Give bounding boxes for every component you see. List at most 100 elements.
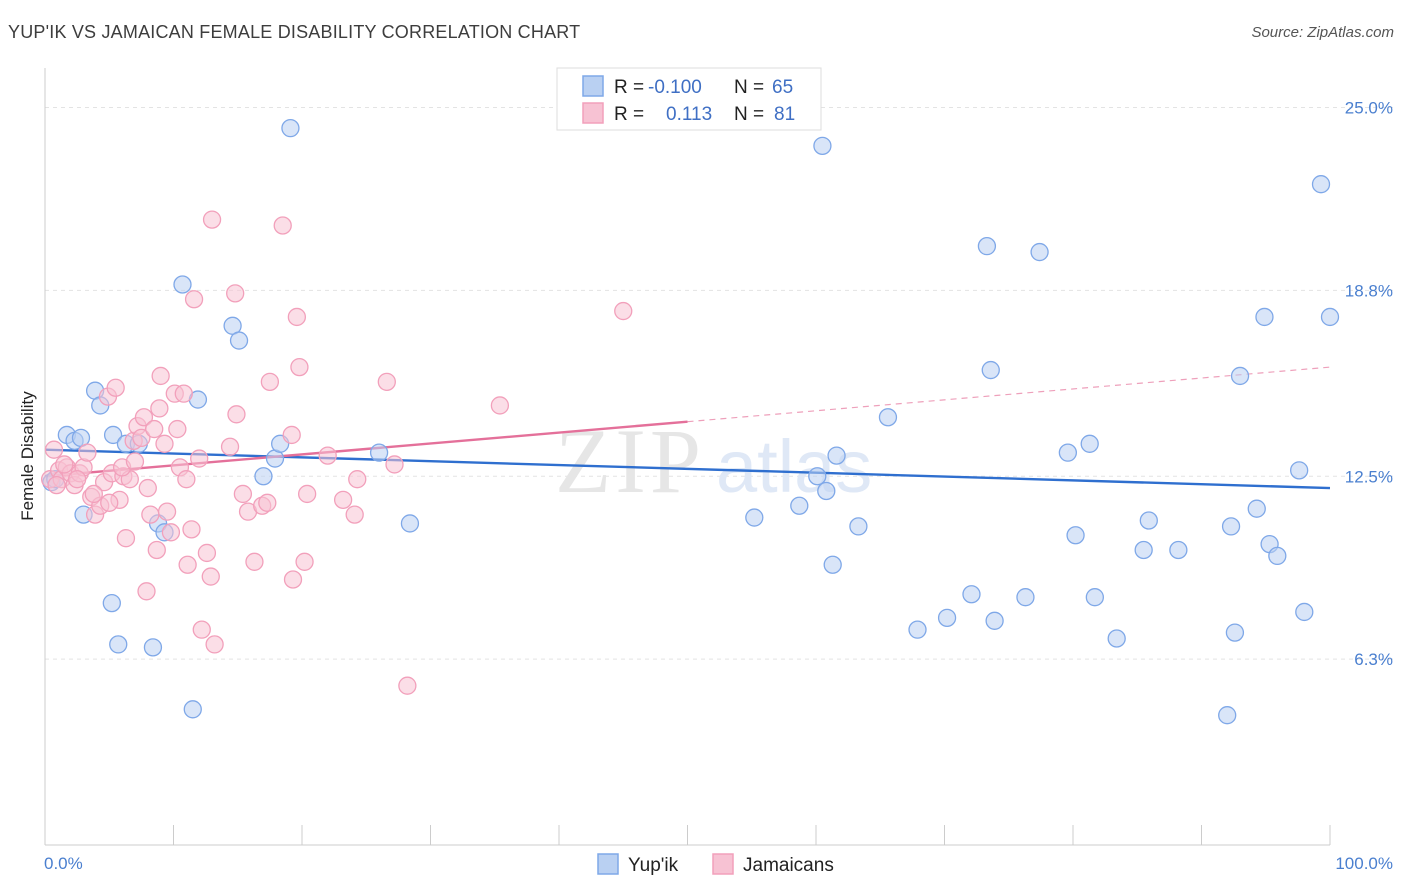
data-point [258, 493, 277, 512]
data-point [290, 357, 309, 377]
data-point [1295, 602, 1314, 622]
data-point [273, 216, 292, 235]
legend-swatch-jamaicans [582, 102, 604, 124]
data-point [1107, 629, 1126, 648]
legend-r-value-yupik: -0.100 [648, 77, 702, 98]
data-point [813, 136, 832, 156]
series-legend: Yup'ik Jamaicans [597, 853, 834, 876]
data-point [614, 301, 633, 321]
data-point [1230, 366, 1250, 386]
data-point [190, 449, 209, 468]
watermark-zip: ZIP [555, 410, 705, 512]
data-point [333, 490, 353, 510]
data-point [977, 236, 997, 256]
legend-n-value-yupik: 65 [772, 77, 793, 98]
tick-labels: 6.3% 12.5% 18.8% 25.0% 0.0% 100.0% [44, 99, 1393, 874]
data-point [1016, 588, 1035, 607]
data-point [192, 620, 211, 639]
data-point [1320, 307, 1340, 327]
trend-line-jamaicans [44, 420, 688, 478]
data-point [282, 425, 301, 445]
y-tick-label-2: 18.8% [1345, 281, 1393, 300]
trend-lines [44, 366, 1331, 490]
data-point [937, 608, 957, 627]
watermark-atlas: atlas [716, 425, 872, 508]
data-point [400, 514, 420, 533]
data-point [1080, 434, 1099, 453]
data-point [827, 446, 846, 465]
data-point [155, 434, 174, 453]
y-tick-label-3: 25.0% [1345, 99, 1393, 118]
data-point [220, 437, 240, 456]
data-point [1268, 546, 1287, 566]
data-points [40, 101, 1340, 725]
data-point [745, 508, 764, 527]
data-point [202, 210, 222, 229]
data-point [295, 552, 314, 571]
legend-r-label-jamaicans: R = [614, 104, 644, 125]
series-points-1 [40, 210, 633, 695]
data-point [1311, 175, 1331, 194]
data-point [817, 481, 836, 501]
legend-swatch-yupik [582, 75, 604, 97]
chart-title: YUP'IK VS JAMAICAN FEMALE DISABILITY COR… [8, 22, 581, 42]
series-legend-swatch-jamaicans [712, 853, 734, 875]
grid-lines [45, 107, 1395, 660]
data-point [84, 484, 103, 504]
y-tick-label-0: 6.3% [1354, 650, 1393, 669]
data-point [197, 543, 217, 563]
data-point [1066, 526, 1085, 545]
legend-n-label-jamaicans: N = [734, 104, 764, 125]
legend-r-value-jamaicans: 0.113 [666, 104, 712, 125]
data-point [377, 372, 396, 392]
data-point [348, 470, 367, 489]
data-point [1169, 540, 1188, 560]
data-point [283, 570, 303, 589]
correlation-legend: R = -0.100 N = 65 R = 0.113 N = 81 [556, 67, 822, 131]
data-point [254, 467, 273, 486]
x-tick-label-1: 100.0% [1335, 854, 1393, 873]
data-point [1290, 461, 1309, 480]
data-point [47, 475, 66, 495]
data-point [878, 408, 898, 427]
data-point [297, 484, 317, 504]
data-point [345, 505, 364, 524]
trend-line-yupik [44, 448, 1331, 490]
data-point [1247, 499, 1266, 518]
data-point [226, 284, 245, 303]
data-point [1221, 517, 1241, 536]
data-point [281, 118, 300, 138]
legend-n-label-yupik: N = [734, 77, 764, 98]
data-point [1225, 623, 1245, 642]
legend-r-label-yupik: R = [614, 77, 644, 98]
data-point [125, 452, 145, 471]
data-point [147, 540, 166, 560]
data-point [183, 700, 202, 719]
data-point [184, 290, 204, 309]
y-tick-label-1: 12.5% [1345, 467, 1393, 486]
source-credit: Source: ZipAtlas.com [1251, 24, 1394, 41]
data-point [102, 593, 121, 613]
series-legend-label-jamaicans: Jamaicans [743, 855, 834, 876]
data-point [849, 517, 868, 536]
x-tick-label-0: 0.0% [44, 854, 83, 873]
data-point [985, 611, 1004, 630]
series-legend-label-yupik: Yup'ik [628, 855, 679, 876]
data-point [233, 484, 253, 504]
data-point [78, 443, 97, 462]
data-point [1058, 443, 1078, 462]
data-point [161, 523, 181, 542]
data-point [981, 360, 1000, 380]
data-point [67, 470, 87, 489]
data-point [100, 493, 119, 512]
data-point [132, 428, 151, 448]
data-point [287, 307, 307, 327]
data-point [137, 582, 156, 601]
data-point [490, 396, 510, 415]
data-point [201, 567, 220, 586]
data-point [1218, 706, 1237, 725]
data-point [174, 384, 193, 403]
data-point [178, 555, 197, 574]
data-point [229, 331, 249, 350]
data-point [369, 443, 389, 462]
